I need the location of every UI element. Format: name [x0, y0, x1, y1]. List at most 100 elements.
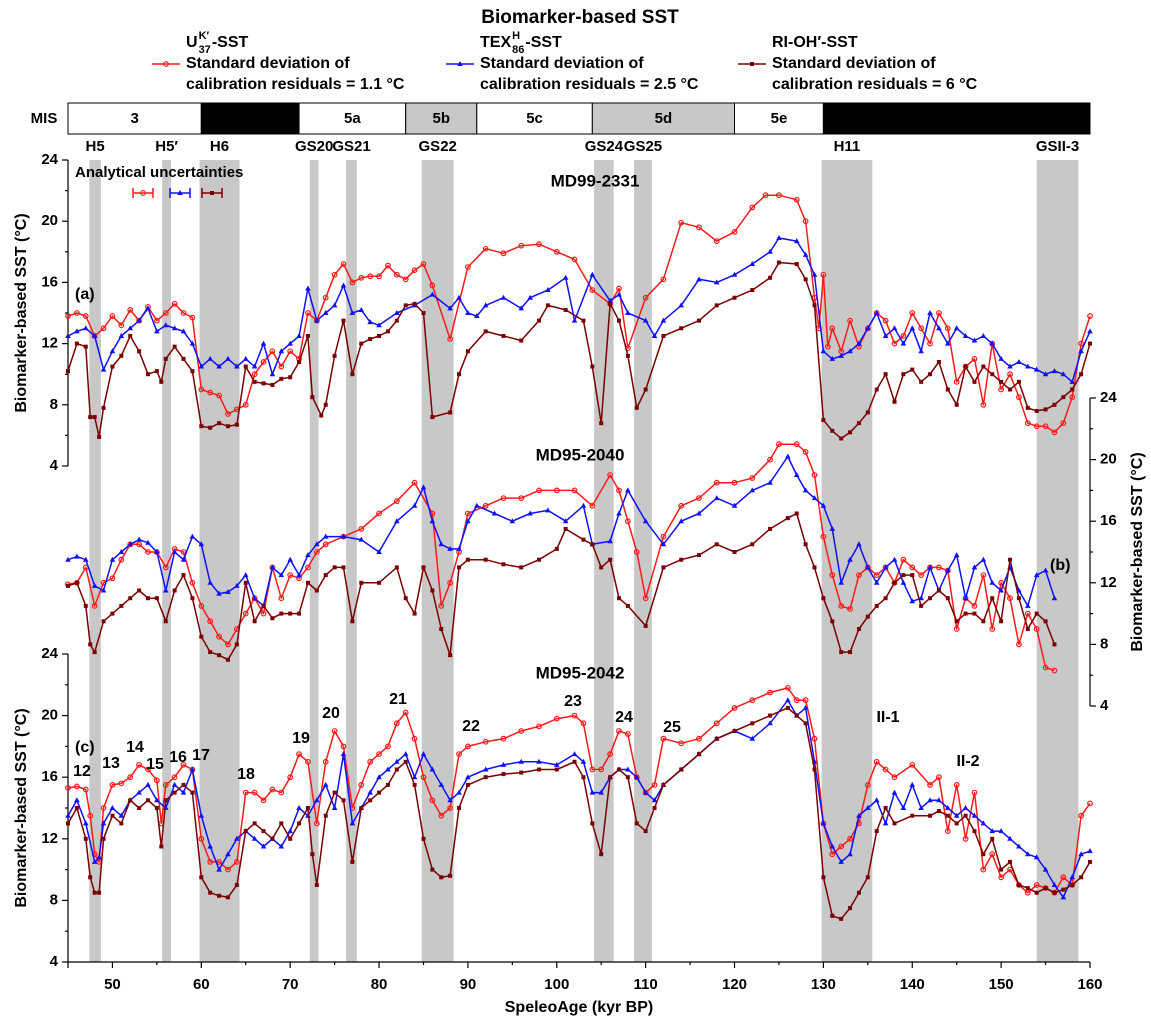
marker [599, 565, 604, 570]
marker [91, 332, 98, 338]
marker [554, 767, 559, 772]
marker [420, 751, 427, 757]
marker [296, 805, 302, 810]
marker [119, 821, 124, 826]
marker [305, 758, 311, 765]
marker [643, 387, 648, 392]
marker [1060, 371, 1067, 377]
marker [393, 720, 400, 727]
marker [296, 751, 302, 757]
marker [162, 564, 169, 571]
marker [465, 518, 471, 524]
marker [332, 790, 337, 795]
marker [251, 789, 258, 796]
marker [208, 650, 213, 655]
marker [625, 775, 630, 780]
marker [678, 740, 685, 747]
marker [838, 858, 844, 864]
marker [430, 588, 435, 593]
y-axis-label: Biomarker-based SST (°C) [13, 708, 30, 907]
marker [1078, 812, 1085, 819]
marker [145, 305, 151, 311]
marker [65, 313, 71, 319]
marker [251, 363, 258, 369]
marker [198, 541, 205, 547]
marker [1052, 890, 1057, 895]
marker [216, 590, 222, 596]
y-tick-label: 4 [50, 953, 59, 970]
marker [865, 564, 871, 570]
marker [402, 751, 409, 757]
marker [856, 572, 862, 578]
marker [749, 204, 756, 211]
marker [1042, 423, 1049, 430]
marker [678, 219, 685, 226]
marker [127, 307, 134, 313]
marker [119, 603, 124, 608]
marker [803, 542, 808, 547]
marker [1024, 363, 1031, 369]
marker [447, 805, 454, 811]
marker [1007, 371, 1013, 378]
marker [519, 565, 524, 570]
marker [919, 603, 924, 608]
marker [483, 775, 488, 780]
marker [252, 821, 257, 826]
marker [731, 229, 738, 235]
marker [137, 806, 142, 810]
marker [349, 279, 356, 286]
marker [616, 728, 622, 734]
marker [749, 487, 756, 493]
marker [608, 775, 613, 780]
marker [936, 774, 942, 781]
marker [1025, 886, 1030, 891]
marker [1061, 395, 1066, 400]
marker [180, 328, 187, 334]
marker [322, 541, 329, 548]
marker [340, 743, 347, 750]
marker [260, 797, 267, 804]
mis-stage [591, 102, 736, 135]
marker [874, 829, 879, 834]
marker [100, 805, 107, 811]
marker [918, 325, 925, 332]
y-tick-label: 24 [41, 645, 58, 662]
marker [873, 579, 880, 585]
marker [802, 487, 809, 493]
x-tick-label: 130 [811, 976, 836, 993]
marker [545, 287, 551, 293]
marker [713, 479, 720, 486]
marker [803, 721, 808, 726]
marker [74, 580, 79, 585]
marker [172, 588, 177, 593]
marker [944, 325, 951, 332]
marker [590, 364, 595, 369]
marker [260, 843, 267, 849]
marker [305, 806, 310, 810]
marker [536, 723, 542, 730]
marker [509, 518, 516, 524]
marker [447, 305, 453, 311]
marker [430, 415, 435, 420]
marker [838, 352, 844, 358]
marker [1024, 602, 1031, 608]
marker [118, 322, 125, 329]
marker [909, 781, 916, 787]
marker [864, 782, 871, 788]
marker [821, 418, 826, 423]
marker [847, 348, 853, 354]
marker [642, 518, 649, 524]
marker [936, 797, 942, 803]
marker [829, 325, 836, 332]
legend-note: Standard deviation of [186, 55, 350, 72]
event-label: H5′ [155, 138, 178, 155]
event-label: GS25 [624, 138, 662, 155]
marker [217, 421, 222, 426]
marker [972, 829, 977, 834]
marker [180, 310, 187, 316]
x-tick-label: 120 [722, 976, 747, 993]
marker [73, 579, 80, 586]
mis-stage-label: 3 [130, 110, 138, 127]
y-tick-label: 8 [50, 891, 58, 908]
marker [901, 573, 906, 578]
